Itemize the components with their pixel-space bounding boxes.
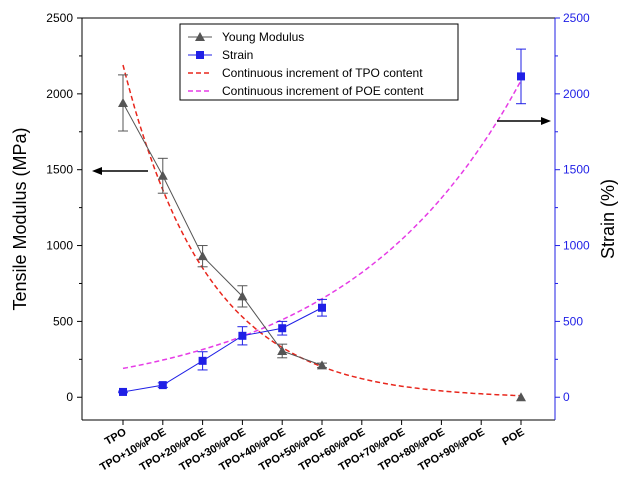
left-tick-label: 2500: [46, 11, 73, 25]
left-tick-label: 500: [53, 314, 73, 328]
legend-label: Strain: [222, 48, 253, 62]
series-markers: [118, 48, 526, 402]
strain-line: [122, 307, 323, 393]
legend-square-marker: [196, 51, 204, 59]
modulus-point: [197, 251, 208, 261]
strain-point: [158, 381, 167, 390]
left-axis-title: Tensile Modulus (MPa): [10, 127, 30, 310]
right-tick-label: 0: [563, 390, 570, 404]
right-tick-label: 2500: [563, 11, 590, 25]
plot-frame: [82, 17, 555, 421]
left-tick-label: 2000: [46, 87, 73, 101]
right-arrow-head: [541, 117, 551, 125]
modulus-point: [237, 291, 248, 301]
modulus-point: [118, 97, 128, 107]
right-y-axis: 0 500 1000 1500 2000 2500: [554, 11, 590, 420]
right-tick-label: 1000: [563, 239, 590, 253]
series-lines: [122, 102, 323, 393]
left-tick-label: 1500: [46, 163, 73, 177]
legend-label: Young Modulus: [222, 30, 304, 44]
axis-arrows: [92, 117, 551, 175]
modulus-line: [122, 102, 323, 366]
left-y-axis: 0 500 1000 1500 2000 2500: [46, 11, 83, 420]
strain-point: [238, 331, 247, 340]
legend-triangle-marker: [195, 32, 205, 41]
tpo-trend-curve: [122, 64, 522, 397]
modulus-point: [516, 392, 526, 402]
modulus-point: [157, 170, 168, 180]
strain-point: [517, 72, 525, 81]
x-category-label: TPO: [103, 426, 129, 448]
left-arrow-head: [92, 167, 102, 175]
left-tick-label: 1000: [46, 239, 73, 253]
right-tick-label: 1500: [563, 163, 590, 177]
right-tick-label: 500: [563, 314, 583, 328]
legend-box: [179, 23, 459, 101]
right-tick-label: 2000: [563, 87, 590, 101]
trend-curves: [122, 64, 522, 397]
x-category-label: POE: [500, 426, 526, 448]
left-tick-label: 0: [66, 390, 73, 404]
legend: Young Modulus Strain Continuous increment …: [179, 23, 459, 101]
modulus-point: [277, 345, 288, 355]
modulus-point: [317, 360, 327, 370]
strain-point: [318, 303, 326, 312]
strain-point: [278, 324, 287, 333]
legend-label: Continuous increment of POE content: [222, 84, 424, 98]
right-axis-title: Strain (%): [598, 179, 618, 259]
x-axis: TPOTPO+10%POETPO+20%POETPO+30%POETPO+40%…: [98, 420, 527, 474]
strain-point: [198, 356, 207, 365]
legend-label: Continuous increment of TPO content: [222, 66, 423, 80]
poe-trend-curve: [122, 80, 522, 370]
strain-point: [119, 387, 127, 396]
